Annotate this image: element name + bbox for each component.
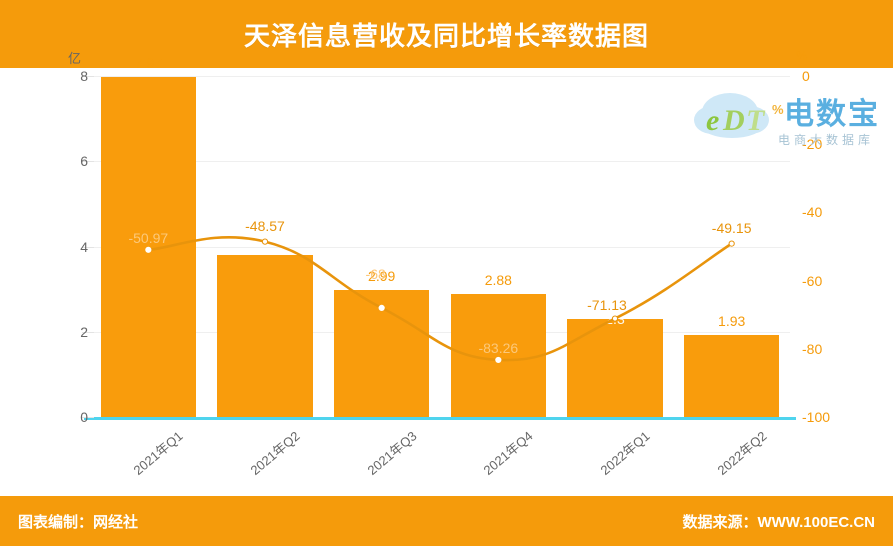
bar-value-label: 2.88: [484, 272, 512, 289]
growth-rate-label: -68: [365, 265, 386, 282]
y2-axis-tick-label: -80: [802, 340, 823, 357]
y-axis-tick-label: 4: [80, 238, 88, 255]
percent-glyph: %: [772, 102, 784, 117]
y-axis-tick: [82, 417, 94, 418]
plot-area: 亿 % 0 2 4 6 8 0 -20 -40 -60 -80 -100 7.97 3.8 2.99 2.8…: [68, 48, 830, 478]
y-axis-tick-label: 2: [80, 323, 88, 340]
y-axis-tick: [82, 76, 94, 77]
x-axis-category-label: 2021年Q3: [364, 428, 420, 478]
y-axis-tick-label: 6: [80, 153, 88, 170]
brand-subtext: 电商大数据库: [778, 132, 874, 147]
svg-text:T: T: [746, 104, 766, 137]
bar: [684, 334, 780, 417]
bar-value-label: 2.3: [605, 310, 625, 327]
growth-rate-label: -48.57: [245, 217, 285, 234]
y2-axis-tick-label: -40: [802, 204, 823, 221]
x-axis-category-label: 2021年Q2: [247, 428, 303, 478]
x-axis-category-label: 2021年Q1: [130, 428, 186, 478]
svg-text:e: e: [706, 104, 719, 137]
edt-mark: e D T: [706, 104, 766, 137]
y-axis-unit-left: 亿: [68, 51, 82, 66]
line-point: [728, 240, 735, 247]
growth-rate-label: -49.15: [711, 219, 752, 236]
y2-axis-tick-label: -20: [802, 136, 823, 153]
y2-axis-tick-label: -100: [802, 409, 831, 425]
gridline: [90, 76, 790, 77]
footer-credit: 图表编制：网经社: [18, 513, 139, 531]
svg-text:电数宝: 电数宝: [784, 97, 880, 132]
bar-value-label: 3.8: [255, 233, 275, 250]
bar: [100, 77, 196, 417]
x-axis-category-label: 2021年Q4: [480, 428, 536, 478]
svg-text:D: D: [722, 104, 745, 137]
bar-value-label: 7.97: [134, 55, 162, 72]
gridline: [90, 161, 790, 163]
growth-rate-label: -83.26: [478, 339, 519, 356]
footer-bar: 图表编制：网经社 数据来源：WWW.100EC.CN: [0, 496, 893, 546]
y-axis-tick: [82, 246, 94, 248]
y-axis-tick-label: 8: [80, 68, 88, 84]
edt-logo: e D T % 电数宝 电商大数据库: [692, 82, 888, 152]
y-axis-tick: [82, 331, 94, 333]
bar: [334, 289, 430, 417]
brand-text: 电数宝: [784, 97, 880, 132]
x-axis-baseline: [84, 417, 796, 420]
growth-rate-label: -50.97: [128, 229, 169, 246]
y-axis-tick-label: 0: [80, 409, 88, 425]
y2-axis-tick-label: 0: [802, 68, 810, 84]
bar: [567, 318, 663, 417]
svg-text:电商大数据库: 电商大数据库: [778, 132, 874, 147]
x-axis-category-label: 2022年Q1: [597, 428, 653, 478]
footer-data-source: 数据来源：WWW.100EC.CN: [682, 513, 875, 531]
page-title: 天泽信息营收及同比增长率数据图: [243, 20, 649, 51]
growth-rate-label: -71.13: [587, 296, 627, 313]
y-axis-tick: [82, 161, 94, 163]
cloud-icon: [694, 93, 769, 138]
x-axis-category-label: 2022年Q2: [714, 428, 770, 478]
bar: [217, 255, 313, 417]
y2-axis-tick-label: -60: [802, 272, 823, 289]
chart-canvas: 亿 % 0 2 4 6 8 0 -20 -40 -60 -80 -100 7.97 3.8 2.99 2.8…: [0, 48, 893, 496]
bar-value-label: 1.93: [718, 312, 746, 329]
title-bar: 天泽信息营收及同比增长率数据图: [0, 0, 893, 68]
y-axis-unit-right: %: [796, 48, 808, 63]
